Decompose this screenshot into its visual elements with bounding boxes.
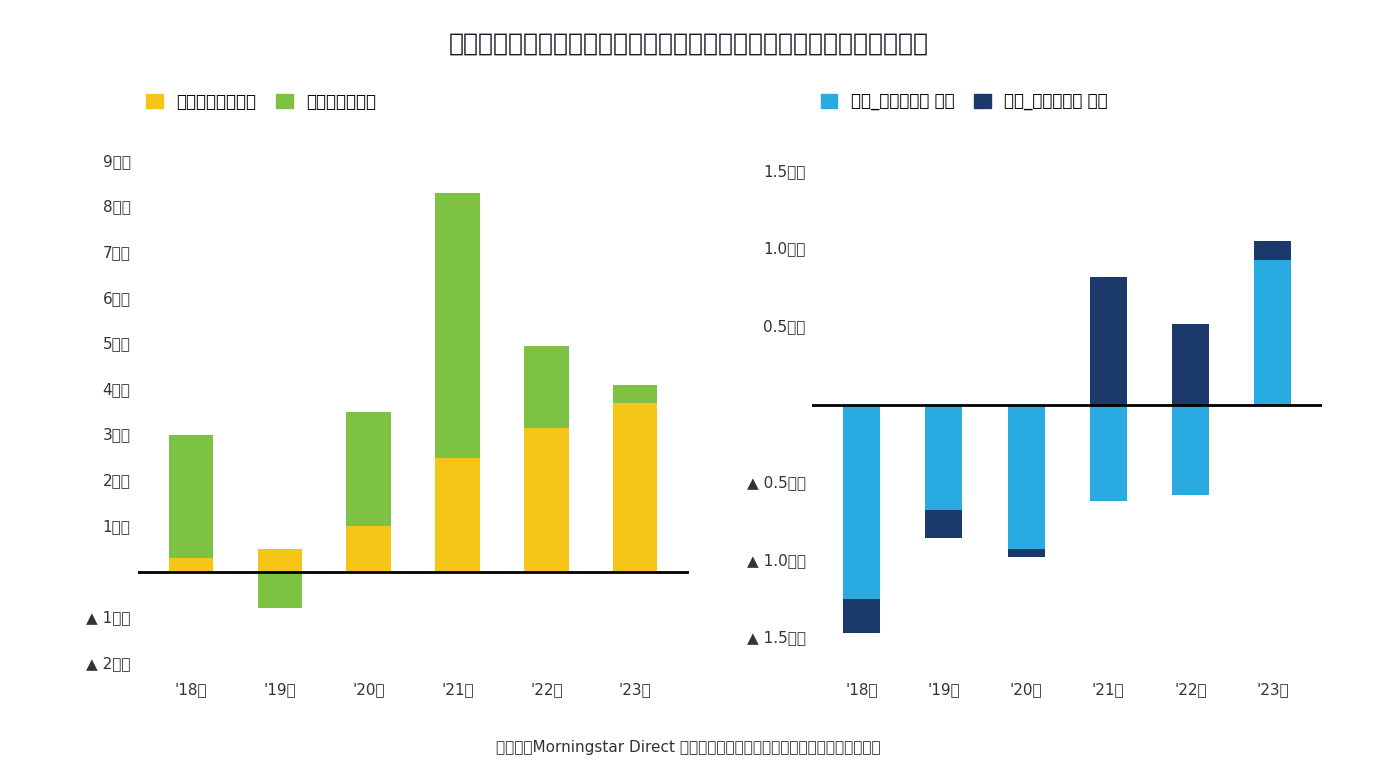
Text: （資料）Morningstar Direct より筆者作成。イボットソン分類を用いて集計。: （資料）Morningstar Direct より筆者作成。イボットソン分類を用… <box>496 740 881 755</box>
Bar <box>435 194 479 458</box>
Bar <box>925 510 963 538</box>
Bar <box>1254 241 1292 260</box>
Legend: 外債_為替ヘッジ なし, 外債_為替ヘッジ あり: 外債_為替ヘッジ なし, 外債_為替ヘッジ あり <box>821 93 1108 111</box>
Bar <box>1008 405 1045 549</box>
Bar <box>435 458 479 572</box>
Bar <box>347 527 391 572</box>
Text: ▲ 1.5兆円: ▲ 1.5兆円 <box>746 630 806 646</box>
Text: ▲ 1.0兆円: ▲ 1.0兆円 <box>746 552 806 568</box>
Bar <box>843 599 880 633</box>
Text: 1兆円: 1兆円 <box>103 519 131 534</box>
Bar <box>1172 324 1209 405</box>
Text: 2兆円: 2兆円 <box>103 473 131 489</box>
Text: 8兆円: 8兆円 <box>103 200 131 215</box>
Text: ▲ 2兆円: ▲ 2兆円 <box>87 656 131 671</box>
Bar <box>613 385 657 403</box>
Text: 9兆円: 9兆円 <box>103 154 131 169</box>
Bar <box>347 412 391 527</box>
Text: ▲ 1兆円: ▲ 1兆円 <box>87 610 131 625</box>
Text: 0.5兆円: 0.5兆円 <box>763 319 806 335</box>
Text: 3兆円: 3兆円 <box>103 428 131 443</box>
Text: ▲ 0.5兆円: ▲ 0.5兆円 <box>746 475 806 490</box>
Bar <box>1089 405 1126 501</box>
Text: 1.0兆円: 1.0兆円 <box>763 241 806 257</box>
Text: 7兆円: 7兆円 <box>103 245 131 260</box>
Text: 1.5兆円: 1.5兆円 <box>763 163 806 179</box>
Text: 6兆円: 6兆円 <box>103 291 131 306</box>
Bar <box>925 405 963 510</box>
Text: 図表２：外国株式投信（左）と外国債券投信（右）の資金流出入の推移: 図表２：外国株式投信（左）と外国債券投信（右）の資金流出入の推移 <box>449 31 928 55</box>
Bar <box>169 435 213 559</box>
Bar <box>525 429 569 572</box>
Bar <box>843 405 880 599</box>
Bar <box>525 346 569 429</box>
Legend: 外株インデックス, 外株アクティブ: 外株インデックス, 外株アクティブ <box>146 93 376 110</box>
Bar <box>257 572 302 608</box>
Bar <box>613 403 657 572</box>
Text: 5兆円: 5兆円 <box>103 336 131 352</box>
Bar <box>1008 549 1045 557</box>
Bar <box>1089 277 1126 405</box>
Text: 4兆円: 4兆円 <box>103 382 131 397</box>
Bar <box>1254 260 1292 405</box>
Bar <box>257 549 302 572</box>
Bar <box>169 559 213 572</box>
Bar <box>1172 405 1209 495</box>
